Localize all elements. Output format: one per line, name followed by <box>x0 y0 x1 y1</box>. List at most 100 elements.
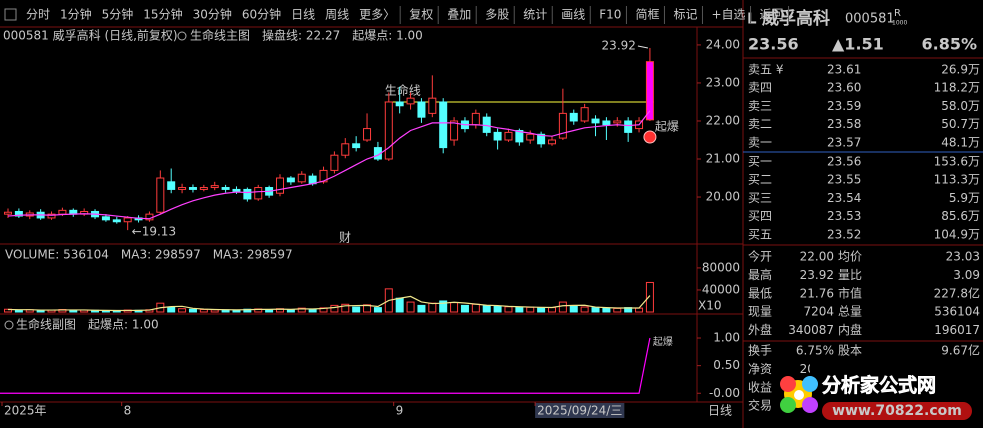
book-label: 卖五 ¥ <box>748 63 784 77</box>
volume-bar <box>330 304 339 313</box>
signal-ball <box>643 130 657 144</box>
volume-bar <box>178 308 187 313</box>
x-tick-label: 2025/09/24/三 <box>537 404 622 418</box>
toolbar-item[interactable]: 简框 <box>635 8 659 22</box>
indicator-icon[interactable] <box>177 31 187 41</box>
candle-body <box>363 128 372 141</box>
toolbar-item[interactable]: 分时 <box>26 8 50 22</box>
volume-bar <box>352 306 361 313</box>
toolbar-item[interactable]: 画线 <box>561 8 585 22</box>
volume-bar <box>471 303 480 313</box>
toolbar-item[interactable]: 多股 <box>485 8 509 22</box>
legend-item: MA3: 298597 <box>213 248 293 262</box>
watermark: 分析家公式网 www.70822.com <box>780 362 980 422</box>
candle-body <box>243 188 252 200</box>
watermark-url: www.70822.com <box>832 403 962 419</box>
y-tick-label: 1.00 <box>713 331 740 345</box>
legend-item: 起爆点: 1.00 <box>352 29 423 43</box>
toolbar-item[interactable]: 周线 <box>325 8 349 22</box>
book-volume: 104.9万 <box>934 227 980 241</box>
stat-label: 最高 <box>748 267 772 282</box>
volume-bar <box>645 281 654 313</box>
toolbar-item[interactable]: 5分钟 <box>102 7 134 22</box>
stock-name: 威孚高科 <box>762 8 830 29</box>
toolbar-item[interactable]: 更多〉 <box>359 8 395 22</box>
pct-change: 6.85% <box>921 35 977 54</box>
toolbar-item[interactable]: +自选 <box>711 8 745 22</box>
toolbar-item[interactable]: 30分钟 <box>193 7 232 22</box>
volume-bar <box>417 304 426 313</box>
volume-bar <box>460 304 469 313</box>
candle-body <box>493 131 502 141</box>
book-label: 卖二 <box>748 117 772 131</box>
toolbar-item[interactable]: 统计 <box>523 8 547 22</box>
volume-bar <box>373 307 382 313</box>
book-label: 卖一 <box>748 135 772 149</box>
candle-body <box>188 187 197 190</box>
toolbar-item[interactable]: 标记 <box>673 8 697 22</box>
x-tick-label: 8 <box>124 404 132 418</box>
signal-label: 起爆 <box>655 119 679 133</box>
stat-label: 外盘 <box>748 322 772 337</box>
logo-petal <box>802 376 818 392</box>
news-marker[interactable]: 财 <box>339 231 351 245</box>
volume-multiplier: X10 <box>698 299 722 313</box>
candle-body <box>58 209 67 215</box>
toolbar-item[interactable]: 叠加 <box>447 8 471 22</box>
badge: R <box>894 8 901 19</box>
book-label: 买一 <box>748 155 772 169</box>
candle-body <box>341 143 350 156</box>
candle-body <box>4 211 12 215</box>
legend-item: 起爆点: 1.00 <box>88 318 159 332</box>
stat-label: 换手 <box>748 344 772 358</box>
toolbar-item[interactable]: 60分钟 <box>242 7 281 22</box>
toolbar-item[interactable]: 15分钟 <box>143 7 182 22</box>
book-volume: 113.3万 <box>934 173 980 187</box>
volume-title: VOLUME: 536104 <box>5 248 109 262</box>
candle-body <box>515 129 524 143</box>
candle-body <box>526 133 535 141</box>
candle-body <box>112 219 121 223</box>
stat-label: 最低 <box>748 286 772 300</box>
volume-bar <box>297 307 306 313</box>
candle-body <box>569 112 578 122</box>
logo-petal <box>802 397 818 413</box>
indicator-icon[interactable] <box>4 320 14 330</box>
candle-body <box>548 139 556 145</box>
last-price: 23.56 <box>748 35 799 54</box>
book-price: 23.54 <box>827 191 861 205</box>
stat-label: 均价 <box>838 250 862 264</box>
toolbar-item[interactable]: F10 <box>599 8 621 22</box>
volume-bar <box>537 307 546 313</box>
stock-code: 000581 <box>845 12 895 27</box>
y-tick-label: 23.00 <box>706 75 740 89</box>
book-price: 23.56 <box>827 155 861 169</box>
stat-value: 7204 <box>803 305 834 319</box>
x-tick-label: 9 <box>396 404 404 418</box>
candle-body <box>645 61 654 121</box>
toolbar-item[interactable]: 复权 <box>409 8 433 22</box>
signal-line-label: 起爆 <box>653 336 673 348</box>
toolbar-item[interactable]: 返回 <box>760 8 784 22</box>
candle-body <box>221 187 230 190</box>
toolbar-item[interactable]: 1分钟 <box>60 7 92 22</box>
toolbar-checkbox[interactable] <box>4 8 17 21</box>
high-arrow <box>637 45 649 49</box>
book-volume: 58.0万 <box>941 99 980 113</box>
volume-bar <box>341 303 350 313</box>
candle-body <box>14 210 23 217</box>
book-label: 买五 <box>748 227 772 241</box>
y-tick-label: 20.00 <box>706 190 740 204</box>
volume-bar <box>613 307 622 313</box>
book-price: 23.58 <box>827 117 861 131</box>
stat-value: 196017 <box>934 323 980 337</box>
volume-bar <box>395 297 404 313</box>
candle-body <box>297 173 306 183</box>
stat-value: 9.67亿 <box>941 343 980 358</box>
toolbar-item[interactable]: 日线 <box>291 8 315 22</box>
stat-label: 收益 <box>748 380 772 394</box>
quote-prefix: L <box>747 10 757 28</box>
